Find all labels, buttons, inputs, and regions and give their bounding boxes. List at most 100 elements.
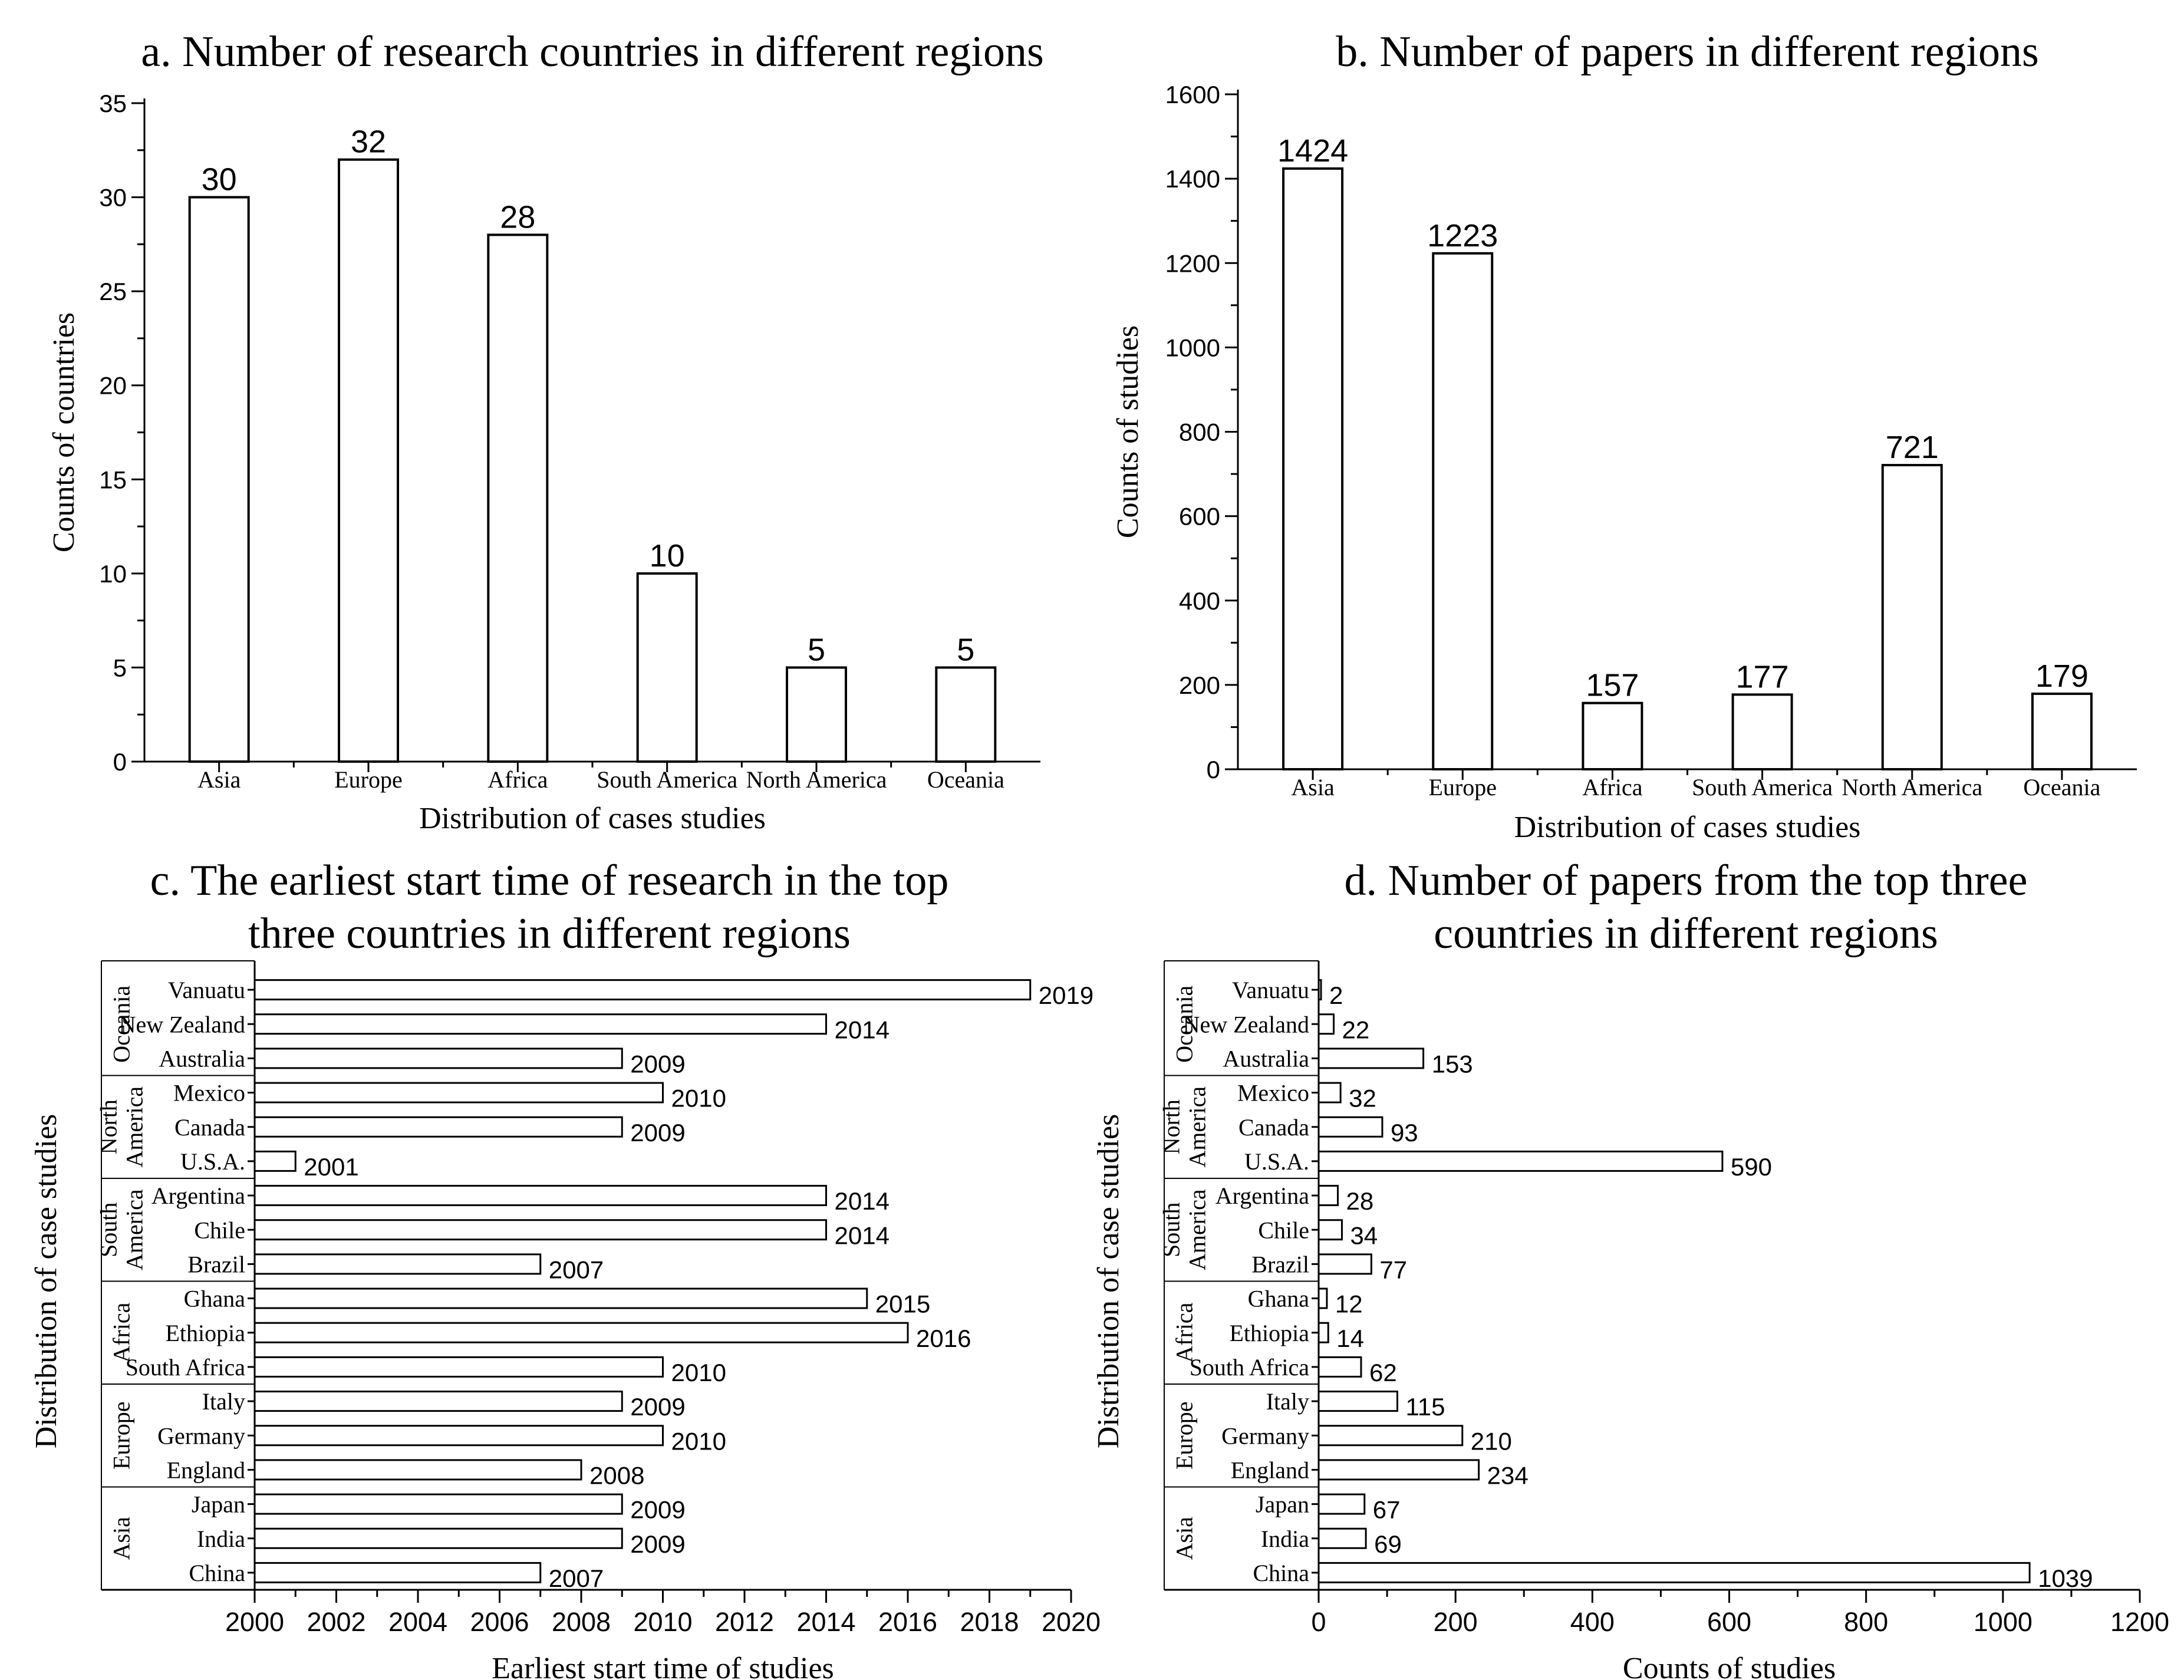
bar-europe-germany [253, 1425, 664, 1447]
data-label-europe-italy: 2009 [630, 1393, 685, 1421]
y-axis-label: Distribution of case studies [1092, 1114, 1125, 1449]
y-tick-label: 800 [1179, 419, 1220, 446]
bar-asia-india [1317, 1527, 1367, 1549]
y-tick-label: 400 [1179, 587, 1220, 615]
country-label-south-america-brazil: Brazil [187, 1251, 245, 1277]
data-label-oceania: 5 [957, 632, 974, 667]
bar-north-america [1881, 464, 1943, 770]
country-label-europe-england: England [167, 1457, 245, 1483]
bar-europe-italy [1317, 1391, 1398, 1412]
x-axis-label: Earliest start time of studies [492, 1652, 834, 1680]
x-tick-label: 400 [1570, 1607, 1615, 1637]
x-tick-label: 0 [1311, 1607, 1326, 1637]
country-label-north-america-u-s-a: U.S.A. [180, 1148, 245, 1175]
data-label-africa-ghana: 2015 [875, 1290, 930, 1318]
country-label-oceania-vanuatu: Vanuatu [168, 977, 245, 1003]
bar-north-america [786, 666, 847, 763]
data-label-africa-ethiopia: 14 [1336, 1325, 1364, 1352]
data-label-north-america-mexico: 2010 [671, 1085, 726, 1112]
bar-asia-india [253, 1527, 623, 1549]
x-tick-label: 800 [1844, 1607, 1888, 1637]
data-label-oceania-australia: 2009 [630, 1050, 685, 1078]
y-tick-label: 1600 [1165, 81, 1220, 108]
category-label-north-america: North America [1842, 774, 1982, 801]
bar-oceania [935, 666, 997, 763]
data-label-north-america: 721 [1886, 430, 1939, 465]
bar-north-america-u-s-a [1317, 1150, 1724, 1172]
country-label-asia-japan: Japan [192, 1491, 245, 1518]
data-label-africa: 28 [500, 199, 535, 235]
country-label-africa-south-africa: South Africa [1190, 1354, 1310, 1381]
bar-south-america [1731, 693, 1793, 770]
category-label-oceania: Oceania [2023, 774, 2100, 801]
bar-africa [1582, 701, 1643, 770]
region-label-south-america: America [121, 1189, 148, 1270]
data-label-europe-england: 2008 [589, 1461, 644, 1489]
country-label-south-america-argentina: Argentina [1215, 1182, 1309, 1209]
chart-title-line: c. The earliest start time of research i… [150, 857, 949, 905]
data-label-north-america-canada: 93 [1391, 1119, 1418, 1147]
category-label-europe: Europe [1428, 774, 1497, 801]
region-label-africa: Africa [1171, 1302, 1198, 1362]
category-label-south-america: South America [597, 766, 737, 793]
data-label-africa: 157 [1586, 668, 1639, 703]
bar-asia [1282, 167, 1344, 770]
data-label-oceania-new-zealand: 2014 [835, 1016, 890, 1043]
country-label-europe-italy: Italy [202, 1388, 245, 1415]
country-label-north-america-canada: Canada [174, 1114, 245, 1141]
x-tick-label: 2018 [960, 1607, 1019, 1637]
y-tick-label: 30 [99, 184, 127, 212]
category-label-oceania: Oceania [927, 766, 1004, 793]
data-label-africa-ethiopia: 2016 [916, 1325, 971, 1352]
y-tick-label: 1000 [1165, 334, 1220, 361]
bar-north-america-canada [253, 1116, 623, 1138]
data-label-europe-germany: 2010 [671, 1427, 726, 1455]
x-tick-label: 2010 [633, 1607, 692, 1637]
bar-asia-china [253, 1562, 542, 1583]
chart-title-line: d. Number of papers from the top three [1345, 857, 2028, 905]
x-tick-label: 600 [1707, 1607, 1751, 1637]
x-tick-label: 2004 [388, 1607, 447, 1637]
data-label-asia-india: 2009 [630, 1530, 685, 1558]
category-label-europe: Europe [334, 766, 403, 793]
x-tick-label: 2008 [552, 1607, 611, 1637]
country-label-oceania-new-zealand: New Zealand [1183, 1011, 1309, 1037]
x-axis-label: Counts of studies [1623, 1652, 1836, 1680]
data-label-south-america-brazil: 77 [1379, 1256, 1407, 1283]
data-label-asia-india: 69 [1374, 1530, 1402, 1558]
country-label-north-america-u-s-a: U.S.A. [1244, 1148, 1309, 1175]
bar-africa-south-africa [1317, 1356, 1362, 1378]
bar-north-america-u-s-a [253, 1150, 297, 1172]
bar-oceania-vanuatu [253, 979, 1032, 1001]
country-label-oceania-new-zealand: New Zealand [119, 1011, 245, 1037]
y-tick-label: 5 [113, 654, 127, 681]
y-tick-label: 10 [99, 560, 127, 588]
country-label-africa-ghana: Ghana [184, 1286, 246, 1312]
category-label-north-america: North America [746, 766, 887, 793]
x-tick-label: 2020 [1042, 1607, 1101, 1637]
region-label-south-america: South [1158, 1203, 1185, 1257]
x-axis-label: Distribution of cases studies [419, 802, 766, 835]
country-label-africa-ethiopia: Ethiopia [1229, 1320, 1309, 1346]
y-tick-label: 25 [99, 278, 127, 305]
country-label-south-america-chile: Chile [1258, 1217, 1309, 1243]
y-tick-label: 1400 [1165, 165, 1220, 193]
chart-b: b. Number of papers in different regions… [1111, 28, 2137, 844]
bar-asia-china [1317, 1562, 2031, 1583]
bar-africa [487, 233, 549, 763]
bar-south-america-argentina [1317, 1185, 1339, 1207]
data-label-oceania-australia: 153 [1432, 1050, 1473, 1078]
country-label-africa-south-africa: South Africa [126, 1354, 246, 1381]
chart-d: d. Number of papers from the top three co… [1092, 857, 2169, 1680]
bar-north-america-canada [1317, 1116, 1383, 1138]
category-label-africa: Africa [487, 766, 548, 793]
chart-title-line: three countries in different regions [248, 910, 851, 958]
x-tick-label: 200 [1434, 1607, 1478, 1637]
data-label-north-america: 5 [808, 632, 825, 667]
x-tick-label: 2016 [878, 1607, 937, 1637]
bar-africa-ethiopia [253, 1322, 909, 1343]
data-label-africa-ghana: 12 [1335, 1290, 1363, 1318]
bar-europe [1432, 252, 1494, 770]
region-label-oceania: Oceania [1171, 985, 1198, 1062]
